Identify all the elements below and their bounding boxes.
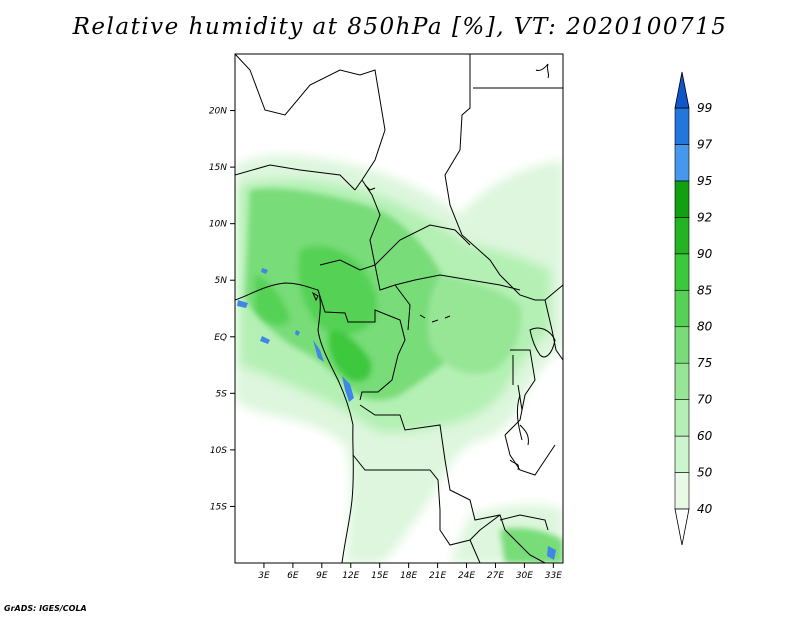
lon-tick-label: 24E [458,571,475,581]
colorbar-segment [674,144,690,182]
colorbar: 40 50 60 70 75 80 85 90 92 95 97 99 [674,71,713,546]
lat-tick-label: 10S [210,446,227,456]
lon-tick-label: 12E [342,571,359,581]
credit-text: GrADS: IGES/COLA [4,604,87,613]
lon-tick-label: 6E [287,571,299,581]
colorbar-label: 99 [697,101,712,115]
colorbar-segment [674,472,690,510]
colorbar-segment [674,362,690,400]
colorbar-min-triangle [674,508,690,546]
colorbar-label: 50 [697,466,713,480]
latitude-axis: 20N 15N 10N 5N EQ 5S 10S 15S [209,107,235,512]
colorbar-label: 70 [697,393,713,407]
colorbar-segment [674,107,690,145]
lat-tick-label: 10N [209,220,227,230]
lon-tick-label: 21E [429,571,446,581]
map-frame [234,53,564,564]
colorbar-max-triangle [674,71,690,109]
humidity-field [235,54,563,563]
longitude-axis: 3E 6E 9E 12E 15E 18E 21E 24E 27E 30E 33E [258,563,562,581]
colorbar-label: 85 [697,283,712,297]
colorbar-segment [674,326,690,364]
lon-tick-label: 15E [371,571,388,581]
colorbar-label: 90 [697,247,713,261]
lon-tick-label: 18E [400,571,417,581]
colorbar-segment [674,253,690,291]
lat-tick-label: 15S [210,502,227,512]
lon-tick-label: 27E [487,571,504,581]
lat-tick-label: 5S [216,389,228,399]
colorbar-segment [674,435,690,473]
colorbar-segment [674,399,690,437]
colorbar-label: 92 [697,210,712,224]
colorbar-label: 75 [697,356,712,370]
colorbar-segment [674,217,690,255]
colorbar-label: 97 [697,137,713,151]
colorbar-label: 60 [697,429,713,443]
map-title: Relative humidity at 850hPa [%], VT: 202… [72,14,728,40]
lon-tick-label: 33E [545,571,562,581]
colorbar-label: 40 [697,502,713,516]
colorbar-segment [674,289,690,328]
lon-tick-label: 3E [258,571,270,581]
lat-tick-label: 15N [209,163,227,173]
lat-tick-label: EQ [214,333,227,343]
colorbar-label: 80 [697,320,713,334]
lon-tick-label: 30E [516,571,533,581]
colorbar-segment [674,180,690,218]
lat-tick-label: 5N [215,276,228,286]
colorbar-label: 95 [697,174,712,188]
lat-tick-label: 20N [209,107,227,117]
lon-tick-label: 9E [316,571,328,581]
